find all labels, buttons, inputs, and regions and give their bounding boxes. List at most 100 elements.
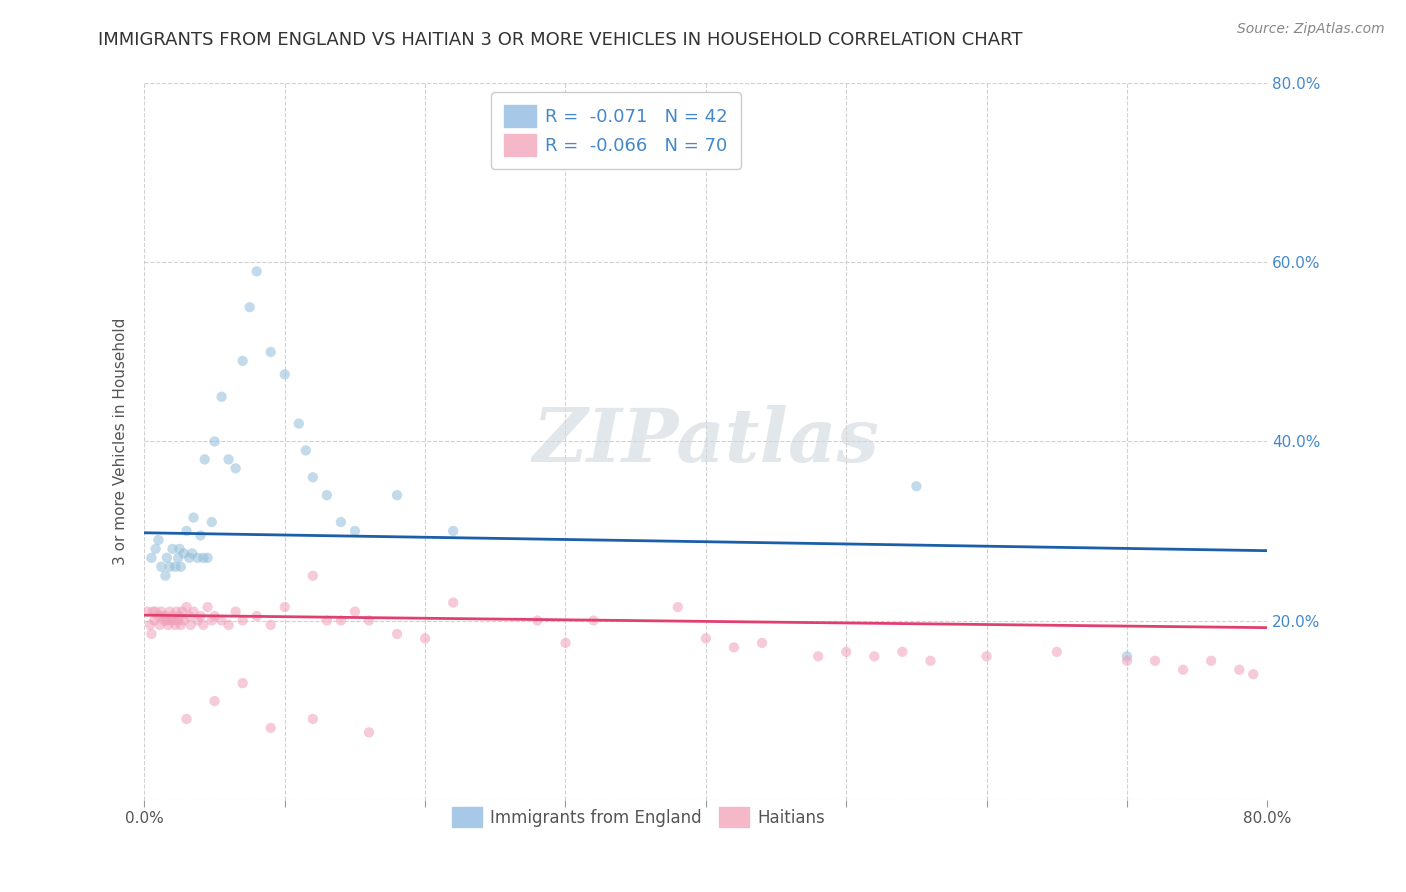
Text: ZIPatlas: ZIPatlas <box>533 405 879 478</box>
Point <box>357 725 380 739</box>
Point <box>139 618 162 632</box>
Point <box>193 550 215 565</box>
Point <box>905 479 928 493</box>
Point <box>526 614 548 628</box>
Point <box>156 550 179 565</box>
Point <box>169 609 191 624</box>
Point <box>218 618 240 632</box>
Point <box>159 605 181 619</box>
Point <box>385 627 408 641</box>
Point <box>1144 654 1167 668</box>
Point <box>225 605 247 619</box>
Point <box>695 632 717 646</box>
Point <box>170 618 193 632</box>
Point <box>751 636 773 650</box>
Point <box>173 614 195 628</box>
Point <box>187 550 209 565</box>
Point <box>150 559 173 574</box>
Point <box>176 600 198 615</box>
Point <box>863 649 886 664</box>
Point <box>260 721 283 735</box>
Text: Source: ZipAtlas.com: Source: ZipAtlas.com <box>1237 22 1385 37</box>
Point <box>343 524 366 538</box>
Point <box>165 559 187 574</box>
Point <box>835 645 858 659</box>
Point <box>190 609 212 624</box>
Point <box>301 470 323 484</box>
Point <box>176 524 198 538</box>
Point <box>201 515 224 529</box>
Point <box>165 618 187 632</box>
Point <box>155 609 177 624</box>
Point <box>166 605 188 619</box>
Y-axis label: 3 or more Vehicles in Household: 3 or more Vehicles in Household <box>114 318 128 566</box>
Point <box>141 627 163 641</box>
Point <box>197 600 219 615</box>
Point <box>1227 663 1250 677</box>
Point <box>179 609 201 624</box>
Point <box>315 614 337 628</box>
Point <box>204 434 226 449</box>
Point <box>301 712 323 726</box>
Point <box>260 618 283 632</box>
Point <box>156 614 179 628</box>
Point <box>343 605 366 619</box>
Point <box>441 596 464 610</box>
Point <box>204 609 226 624</box>
Point <box>201 614 224 628</box>
Point <box>183 605 205 619</box>
Point <box>141 550 163 565</box>
Point <box>1241 667 1264 681</box>
Point <box>1046 645 1069 659</box>
Point <box>246 264 269 278</box>
Point <box>301 568 323 582</box>
Point <box>225 461 247 475</box>
Point <box>204 694 226 708</box>
Point <box>274 600 297 615</box>
Point <box>194 452 217 467</box>
Point <box>179 550 201 565</box>
Point <box>260 345 283 359</box>
Point <box>136 605 159 619</box>
Point <box>176 712 198 726</box>
Point <box>582 614 605 628</box>
Legend: Immigrants from England, Haitians: Immigrants from England, Haitians <box>446 800 831 834</box>
Point <box>170 559 193 574</box>
Point <box>1199 654 1222 668</box>
Point <box>160 614 183 628</box>
Point <box>162 541 184 556</box>
Point <box>152 609 174 624</box>
Point <box>723 640 745 655</box>
Point <box>190 528 212 542</box>
Point <box>180 618 202 632</box>
Point <box>148 533 170 547</box>
Point <box>891 645 914 659</box>
Point <box>197 550 219 565</box>
Point <box>1116 654 1139 668</box>
Point <box>218 452 240 467</box>
Point <box>211 614 233 628</box>
Point <box>239 300 262 314</box>
Point <box>232 676 254 690</box>
Point <box>183 510 205 524</box>
Point <box>385 488 408 502</box>
Point <box>172 605 194 619</box>
Point <box>288 417 311 431</box>
Point <box>149 618 172 632</box>
Point <box>153 614 176 628</box>
Point <box>145 541 167 556</box>
Point <box>163 614 186 628</box>
Point <box>1171 663 1194 677</box>
Point <box>142 605 165 619</box>
Point <box>232 354 254 368</box>
Point <box>159 559 181 574</box>
Point <box>1116 649 1139 664</box>
Point <box>181 546 204 560</box>
Point <box>193 618 215 632</box>
Point <box>150 605 173 619</box>
Point <box>157 618 180 632</box>
Point <box>187 614 209 628</box>
Point <box>155 568 177 582</box>
Point <box>666 600 689 615</box>
Point <box>329 614 352 628</box>
